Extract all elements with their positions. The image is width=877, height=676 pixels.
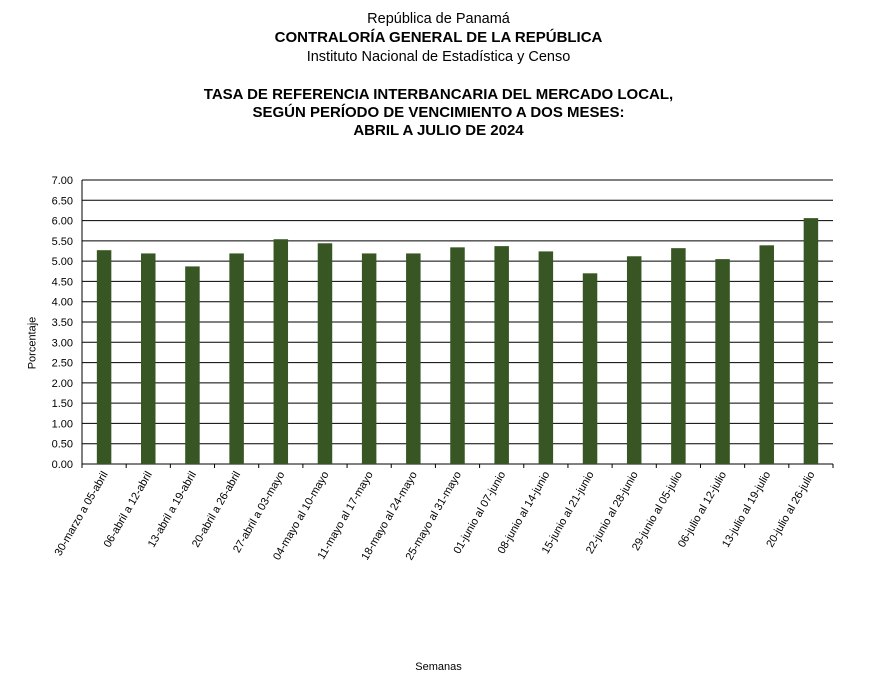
y-tick-label: 1.00 [52,418,73,430]
chart-title-line-3: ABRIL A JULIO DE 2024 [353,122,524,139]
y-tick-label: 4.50 [52,276,73,288]
x-tick-label: 13-abril a 19-abril [146,470,199,550]
header-republic: República de Panamá [367,11,510,27]
bar [185,266,200,464]
y-tick-label: 6.00 [52,216,73,228]
header-contraloria: CONTRALORÍA GENERAL DE LA REPÚBLICA [274,29,603,46]
x-tick-label: 06-abril a 12-abril [102,470,155,550]
bar [759,245,774,464]
x-tick-label: 20-julio al 26-julio [764,470,817,550]
y-tick-label: 0.50 [52,439,73,451]
y-tick-label: 2.50 [52,358,73,370]
bar [273,239,289,464]
bar [141,253,156,464]
y-tick-label: 2.00 [52,378,73,390]
bar [450,247,465,464]
y-axis-label: Porcentaje [26,316,39,370]
header-instituto: Instituto Nacional de Estadística y Cens… [306,49,571,65]
bar [317,243,333,464]
bar [715,259,730,464]
bar [229,253,244,464]
bar [494,246,509,464]
bar [538,251,554,464]
bar [406,253,421,464]
y-tick-label: 6.50 [52,195,73,207]
bar [671,248,686,464]
x-tick-label: 06-julio al 12-julio [676,470,729,550]
y-tick-label: 3.50 [52,317,73,329]
x-tick-label: 13-julio al 19-julio [720,470,773,550]
y-tick-label: 7.00 [52,175,73,187]
x-tick-label: 29-junio al 05-julio [630,470,685,553]
bar [361,253,377,464]
y-tick-label: 3.00 [52,337,73,349]
bar [582,273,598,464]
chart-title-line-1: TASA DE REFERENCIA INTERBANCARIA DEL MER… [203,86,674,103]
y-tick-label: 1.50 [52,398,73,410]
y-tick-label: 5.00 [52,256,73,268]
bar [803,218,819,464]
chart-title-line-2: SEGÚN PERÍODO DE VENCIMIENTO A DOS MESES… [252,104,625,121]
x-axis-label: Semanas [415,661,462,673]
y-tick-label: 4.00 [52,297,73,309]
y-tick-label: 5.50 [52,236,73,248]
bar [626,256,642,464]
y-tick-label: 0.00 [52,459,73,471]
bar [96,250,112,464]
x-tick-label: 20-abril a 26-abril [190,470,243,550]
